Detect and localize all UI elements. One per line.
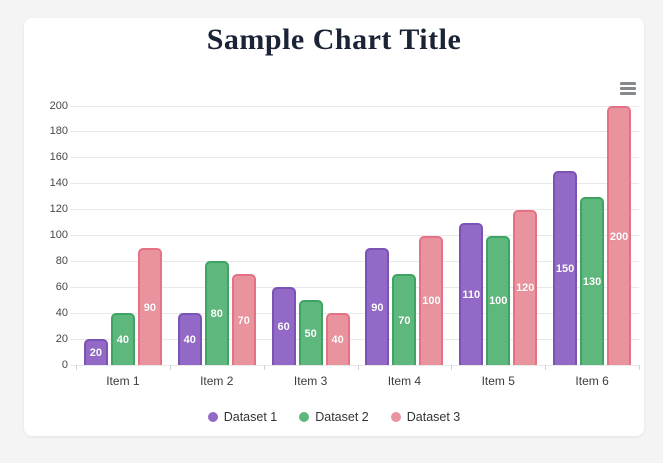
x-axis-category-label: Item 4 <box>387 374 422 388</box>
x-axis-category-label: Item 1 <box>106 374 140 388</box>
y-axis-tick-label: 180 <box>49 125 68 138</box>
bar-value-label: 100 <box>489 295 508 308</box>
bar-value-label: 70 <box>237 314 250 327</box>
bar-dataset-1-item-2: 40 <box>177 313 202 365</box>
x-axis-tick <box>263 365 265 370</box>
bar-value-label: 40 <box>331 334 344 347</box>
bar-dataset-2-item-6: 130 <box>580 196 605 365</box>
bar-value-label: 90 <box>371 301 384 314</box>
bar-dataset-3-item-6: 200 <box>607 106 632 365</box>
bar-dataset-2-item-3: 50 <box>298 300 323 365</box>
legend-label: Dataset 2 <box>315 410 369 424</box>
bar-value-label: 70 <box>398 314 411 327</box>
legend-color-dot <box>207 412 218 422</box>
bar-value-label: 100 <box>422 295 441 308</box>
bar-value-label: 40 <box>183 334 196 347</box>
gridline <box>70 364 639 366</box>
x-axis-category-label: Item 5 <box>481 374 515 388</box>
bar-dataset-2-item-1: 40 <box>110 313 135 365</box>
x-axis-tick <box>357 365 359 370</box>
bar-dataset-2-item-2: 80 <box>204 261 229 365</box>
bar-dataset-3-item-4: 100 <box>419 235 444 365</box>
legend-color-dot <box>390 412 401 422</box>
gridline <box>70 131 639 133</box>
bar-value-label: 40 <box>116 334 130 347</box>
bar-value-label: 130 <box>582 275 602 288</box>
y-axis-tick-label: 200 <box>49 99 68 112</box>
bar-dataset-3-item-5: 120 <box>513 209 538 365</box>
x-axis-category-label: Item 2 <box>200 374 234 388</box>
x-axis-category-label: Item 6 <box>575 374 609 388</box>
chart-title: Sample Chart Title <box>206 23 462 56</box>
legend-label: Dataset 3 <box>406 410 461 424</box>
y-axis-tick-label: 60 <box>55 280 68 293</box>
legend-color-dot <box>299 412 310 422</box>
bar-dataset-3-item-1: 90 <box>137 248 162 365</box>
y-axis-tick-label: 0 <box>61 358 68 371</box>
chart-menu-button[interactable] <box>618 80 638 97</box>
chart-card: Sample Chart Title 20 40 90 40 80 70 60 50 40 90 7… <box>24 18 644 436</box>
x-axis-tick <box>451 365 453 370</box>
legend-item-dataset-1[interactable]: Dataset 1 <box>207 410 278 424</box>
bar-value-label: 20 <box>89 347 103 360</box>
gridline <box>70 183 639 185</box>
bar-dataset-2-item-5: 100 <box>486 235 511 365</box>
gridline <box>70 235 639 236</box>
bar-value-label: 60 <box>277 321 290 334</box>
bar-value-label: 50 <box>304 327 317 340</box>
y-axis-tick-label: 120 <box>49 203 68 216</box>
y-axis-tick-label: 20 <box>55 332 68 345</box>
bar-value-label: 110 <box>462 288 481 301</box>
legend: Dataset 1 Dataset 2 Dataset 3 <box>24 410 644 424</box>
bar-value-label: 150 <box>555 262 575 275</box>
legend-label: Dataset 1 <box>223 410 278 424</box>
gridline <box>70 312 639 314</box>
bar-dataset-1-item-4: 90 <box>365 248 390 365</box>
hamburger-menu-icon <box>620 82 636 85</box>
legend-item-dataset-2[interactable]: Dataset 2 <box>299 410 369 424</box>
y-axis-tick-label: 40 <box>55 306 68 319</box>
bar-dataset-1-item-3: 60 <box>271 287 296 365</box>
legend-item-dataset-3[interactable]: Dataset 3 <box>390 410 461 424</box>
gridline <box>70 338 639 340</box>
y-axis-tick-label: 80 <box>55 254 68 267</box>
bar-value-label: 90 <box>143 301 157 314</box>
bar-dataset-2-item-4: 70 <box>392 274 417 365</box>
gridline <box>70 105 639 107</box>
bar-dataset-3-item-3: 40 <box>325 313 350 365</box>
x-axis-tick <box>169 365 171 370</box>
bar-dataset-1-item-5: 110 <box>459 222 484 365</box>
y-axis-tick-label: 140 <box>49 177 68 190</box>
gridline <box>70 286 639 288</box>
bar-dataset-3-item-2: 70 <box>231 274 256 365</box>
bar-value-label: 120 <box>516 282 535 295</box>
x-axis-tick <box>76 365 77 370</box>
gridline <box>70 157 639 159</box>
x-axis-category-label: Item 3 <box>293 374 328 388</box>
x-axis-tick <box>545 365 547 370</box>
bar-value-label: 80 <box>210 308 223 321</box>
y-axis-tick-label: 100 <box>49 229 68 241</box>
plot-area: 20 40 90 40 80 70 60 50 40 90 70 100 110 100 120 150 130… <box>70 105 639 366</box>
bar-dataset-1-item-1: 20 <box>83 339 108 365</box>
y-axis-tick-label: 160 <box>49 151 68 164</box>
x-axis-tick <box>639 365 640 370</box>
gridline <box>70 260 639 262</box>
gridline <box>70 209 639 211</box>
bar-value-label: 200 <box>609 230 629 243</box>
bar-dataset-1-item-6: 150 <box>553 170 578 365</box>
